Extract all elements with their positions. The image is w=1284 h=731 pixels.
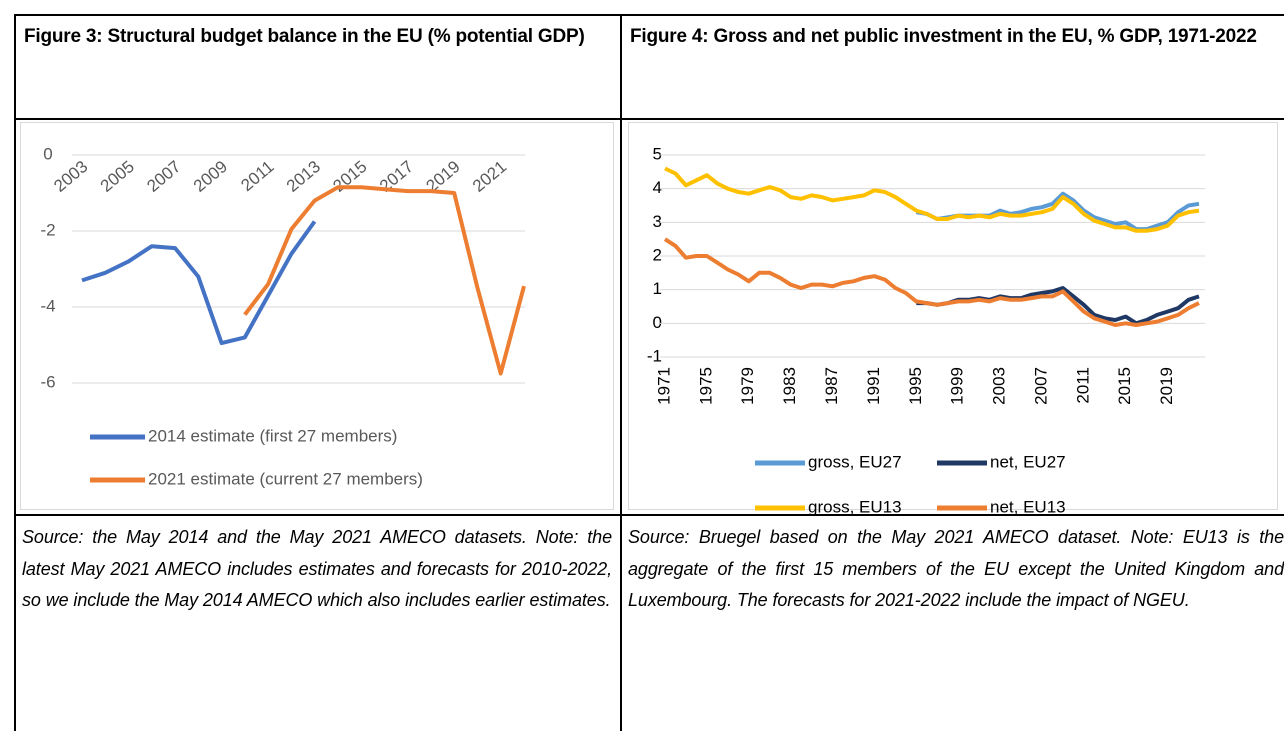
table-border: [14, 14, 16, 731]
y-tick-label: 4: [653, 178, 662, 197]
y-tick-label: 1: [653, 279, 662, 298]
x-tick-label: 2005: [97, 157, 138, 196]
x-tick-label: 2015: [1115, 367, 1134, 405]
series-line: [81, 220, 317, 346]
series-line: [664, 166, 1200, 233]
table-border: [14, 514, 1284, 516]
x-tick-label: 1979: [738, 367, 757, 405]
x-tick-label: 1995: [906, 367, 925, 405]
legend-label: net, EU13: [990, 497, 1066, 516]
table-border: [14, 118, 1284, 120]
figure-title: Figure 4: Gross and net public investmen…: [630, 26, 1257, 47]
series-line: [915, 191, 1200, 232]
x-tick-label: 2007: [143, 157, 184, 196]
x-tick-label: 1971: [654, 367, 673, 405]
y-tick-label: -6: [40, 372, 55, 391]
x-tick-label: 2013: [283, 157, 324, 196]
y-tick-label: 0: [43, 144, 52, 163]
x-tick-label: 2011: [1073, 367, 1092, 404]
x-tick-label: 2003: [990, 367, 1009, 405]
legend-label: 2021 estimate (current 27 members): [148, 469, 423, 488]
table-border: [14, 14, 1284, 16]
legend-label: net, EU27: [990, 452, 1066, 471]
figure-source: Source: the May 2014 and the May 2021 AM…: [22, 527, 612, 610]
y-tick-label: -1: [647, 346, 662, 365]
series-line: [663, 237, 1200, 327]
legend-label: gross, EU27: [808, 452, 902, 471]
y-tick-label: 3: [653, 212, 662, 231]
x-tick-label: 2019: [1157, 367, 1176, 405]
chart-frame: [20, 122, 614, 510]
x-tick-label: 2003: [50, 157, 91, 196]
x-tick-label: 2007: [1031, 367, 1050, 405]
figure-source: Source: Bruegel based on the May 2021 AM…: [628, 527, 1284, 610]
x-tick-label: 2009: [190, 157, 231, 196]
legend-label: gross, EU13: [808, 497, 902, 516]
x-tick-label: 2021: [469, 157, 510, 196]
x-tick-label: 1999: [948, 367, 967, 405]
y-tick-label: 2: [653, 245, 662, 264]
x-tick-label: 1991: [864, 367, 883, 405]
legend-label: 2014 estimate (first 27 members): [148, 426, 397, 445]
table-border: [620, 14, 622, 731]
y-tick-label: -4: [40, 296, 55, 315]
x-tick-label: 1987: [822, 367, 841, 405]
y-tick-label: 5: [653, 144, 662, 163]
figure-title: Figure 3: Structural budget balance in t…: [24, 26, 585, 47]
x-tick-label: 2011: [237, 157, 277, 195]
series-line: [243, 185, 526, 376]
y-tick-label: -2: [40, 220, 55, 239]
x-tick-label: 1975: [696, 367, 715, 405]
x-tick-label: 1983: [780, 367, 799, 405]
y-tick-label: 0: [653, 313, 662, 332]
